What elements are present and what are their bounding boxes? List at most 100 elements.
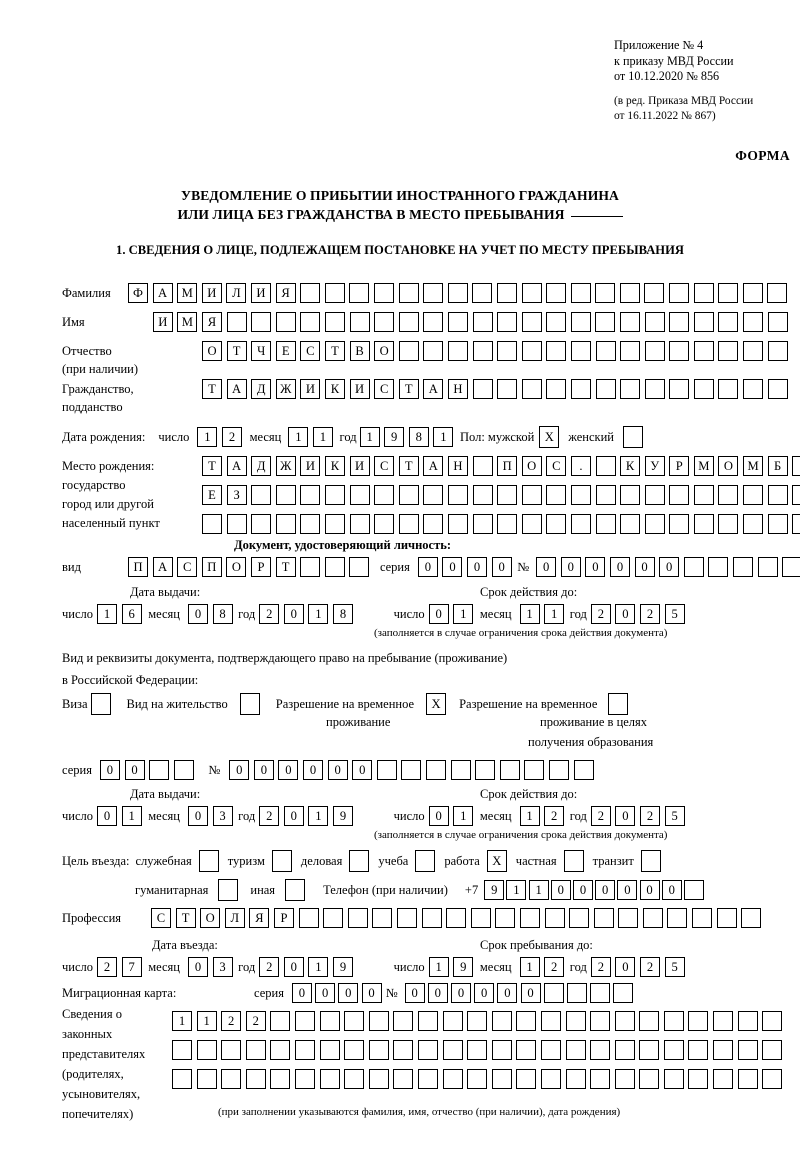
char-cell[interactable]: 2 xyxy=(640,604,661,624)
char-cell[interactable] xyxy=(497,379,518,399)
char-cell[interactable] xyxy=(499,760,520,780)
char-cell[interactable] xyxy=(767,485,788,505)
char-cell[interactable] xyxy=(524,760,545,780)
char-cell[interactable]: 1 xyxy=(528,880,549,900)
char-cell[interactable]: 0 xyxy=(124,760,145,780)
char-cell[interactable] xyxy=(565,1069,586,1089)
char-cell[interactable] xyxy=(693,283,714,303)
char-cell[interactable] xyxy=(298,908,319,928)
char-cell[interactable]: 1 xyxy=(453,604,474,624)
char-cell[interactable] xyxy=(595,485,616,505)
char-cell[interactable]: С xyxy=(177,557,198,577)
char-cell[interactable] xyxy=(593,908,614,928)
char-cell[interactable]: 8 xyxy=(333,604,354,624)
char-cell[interactable] xyxy=(173,760,194,780)
char-cell[interactable]: 1 xyxy=(519,957,540,977)
char-cell[interactable]: 0 xyxy=(661,880,682,900)
char-cell[interactable]: Т xyxy=(398,379,419,399)
char-cell[interactable] xyxy=(347,908,368,928)
char-cell[interactable] xyxy=(573,760,594,780)
char-cell[interactable] xyxy=(762,1011,783,1031)
char-cell[interactable] xyxy=(497,485,518,505)
representatives-input-2[interactable] xyxy=(172,1040,787,1060)
char-cell[interactable]: А xyxy=(423,456,444,476)
char-cell[interactable] xyxy=(226,312,247,332)
char-cell[interactable] xyxy=(324,485,345,505)
char-cell[interactable]: 0 xyxy=(615,957,636,977)
char-cell[interactable] xyxy=(470,908,491,928)
char-cell[interactable] xyxy=(221,1040,242,1060)
char-cell[interactable]: О xyxy=(718,456,739,476)
char-cell[interactable] xyxy=(472,312,493,332)
char-cell[interactable] xyxy=(716,908,737,928)
char-cell[interactable] xyxy=(393,1040,414,1060)
char-cell[interactable] xyxy=(447,283,468,303)
char-cell[interactable] xyxy=(497,312,518,332)
char-cell[interactable] xyxy=(669,379,690,399)
char-cell[interactable]: Я xyxy=(201,312,222,332)
char-cell[interactable]: 0 xyxy=(520,983,541,1003)
char-cell[interactable] xyxy=(590,1040,611,1060)
char-cell[interactable] xyxy=(396,908,417,928)
char-cell[interactable] xyxy=(472,485,493,505)
char-cell[interactable] xyxy=(669,514,690,534)
char-cell[interactable] xyxy=(491,1069,512,1089)
char-cell[interactable]: 9 xyxy=(484,880,505,900)
char-cell[interactable]: 0 xyxy=(99,760,120,780)
char-cell[interactable] xyxy=(300,557,321,577)
char-cell[interactable]: О xyxy=(200,908,221,928)
char-cell[interactable]: 0 xyxy=(491,557,512,577)
char-cell[interactable] xyxy=(398,312,419,332)
char-cell[interactable] xyxy=(595,312,616,332)
char-cell[interactable] xyxy=(708,557,729,577)
edu-residence-checkbox[interactable] xyxy=(608,693,629,715)
char-cell[interactable]: 6 xyxy=(121,604,142,624)
char-cell[interactable] xyxy=(294,1011,315,1031)
char-cell[interactable]: 2 xyxy=(590,604,611,624)
char-cell[interactable]: 0 xyxy=(467,557,488,577)
char-cell[interactable]: С xyxy=(300,341,321,361)
char-cell[interactable] xyxy=(423,283,444,303)
char-cell[interactable]: 3 xyxy=(212,957,233,977)
char-cell[interactable]: 9 xyxy=(453,957,474,977)
char-cell[interactable] xyxy=(718,485,739,505)
char-cell[interactable]: 1 xyxy=(506,880,527,900)
char-cell[interactable]: 0 xyxy=(291,983,312,1003)
char-cell[interactable]: Д xyxy=(251,456,272,476)
char-cell[interactable] xyxy=(491,1011,512,1031)
char-cell[interactable]: 9 xyxy=(333,806,354,826)
char-cell[interactable] xyxy=(732,557,753,577)
char-cell[interactable] xyxy=(516,1040,537,1060)
char-cell[interactable] xyxy=(495,908,516,928)
char-cell[interactable]: О xyxy=(226,557,247,577)
char-cell[interactable]: М xyxy=(177,312,198,332)
char-cell[interactable]: 2 xyxy=(590,957,611,977)
char-cell[interactable] xyxy=(692,908,713,928)
char-cell[interactable] xyxy=(374,312,395,332)
char-cell[interactable] xyxy=(614,1069,635,1089)
char-cell[interactable] xyxy=(421,908,442,928)
char-cell[interactable]: 0 xyxy=(615,806,636,826)
char-cell[interactable]: 0 xyxy=(550,880,571,900)
char-cell[interactable] xyxy=(595,456,616,476)
char-cell[interactable]: 0 xyxy=(585,557,606,577)
char-cell[interactable] xyxy=(762,1040,783,1060)
char-cell[interactable] xyxy=(324,283,345,303)
char-cell[interactable] xyxy=(172,1040,192,1060)
char-cell[interactable] xyxy=(619,283,640,303)
char-cell[interactable]: 0 xyxy=(609,557,630,577)
char-cell[interactable]: Т xyxy=(324,341,345,361)
char-cell[interactable]: П xyxy=(497,456,518,476)
